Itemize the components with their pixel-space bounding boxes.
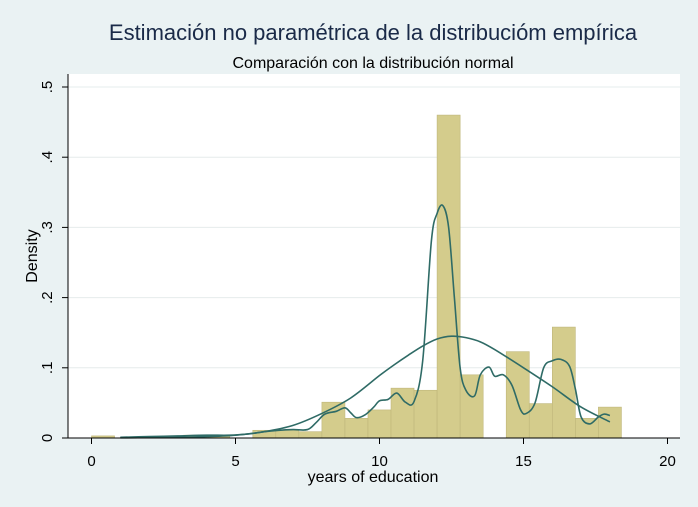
x-axis-label: years of education [308, 469, 439, 486]
x-tick-label: 0 [87, 453, 95, 470]
y-axis-label: Density [24, 229, 41, 282]
y-tick-label: .3 [39, 221, 56, 234]
plot-area [68, 74, 680, 438]
histogram-bar [367, 409, 392, 439]
histogram-bar [390, 387, 415, 439]
normal-density-line [120, 335, 611, 439]
x-tick-label: 20 [659, 453, 676, 470]
histogram-bar [598, 406, 622, 439]
chart-title: Estimación no paramétrica de la distribu… [109, 20, 638, 45]
gridlines [68, 86, 680, 369]
histogram-bar [298, 431, 323, 439]
histogram-bar [344, 418, 369, 439]
y-tick-label: .5 [39, 81, 56, 94]
y-tick-label: .1 [39, 362, 56, 375]
histogram-bar [436, 114, 461, 439]
histogram-bar [551, 326, 576, 439]
y-tick-label: 0 [39, 434, 56, 442]
x-tick-label: 10 [371, 453, 388, 470]
x-ticks: 0 5 10 15 20 [87, 438, 676, 470]
histogram-bars [91, 114, 622, 439]
y-tick-label: .4 [39, 151, 56, 164]
kernel-density-line [120, 204, 611, 439]
y-ticks: 0 .1 .2 .3 .4 .5 [39, 81, 68, 442]
x-tick-label: 15 [515, 453, 532, 470]
density-lines [120, 204, 611, 439]
histogram-bar [275, 429, 300, 439]
y-tick-label: .2 [39, 291, 56, 304]
axes [67, 74, 680, 439]
histogram-bar [413, 389, 438, 439]
x-tick-label: 5 [231, 453, 239, 470]
chart-subtitle: Comparación con la distribución normal [232, 55, 513, 72]
